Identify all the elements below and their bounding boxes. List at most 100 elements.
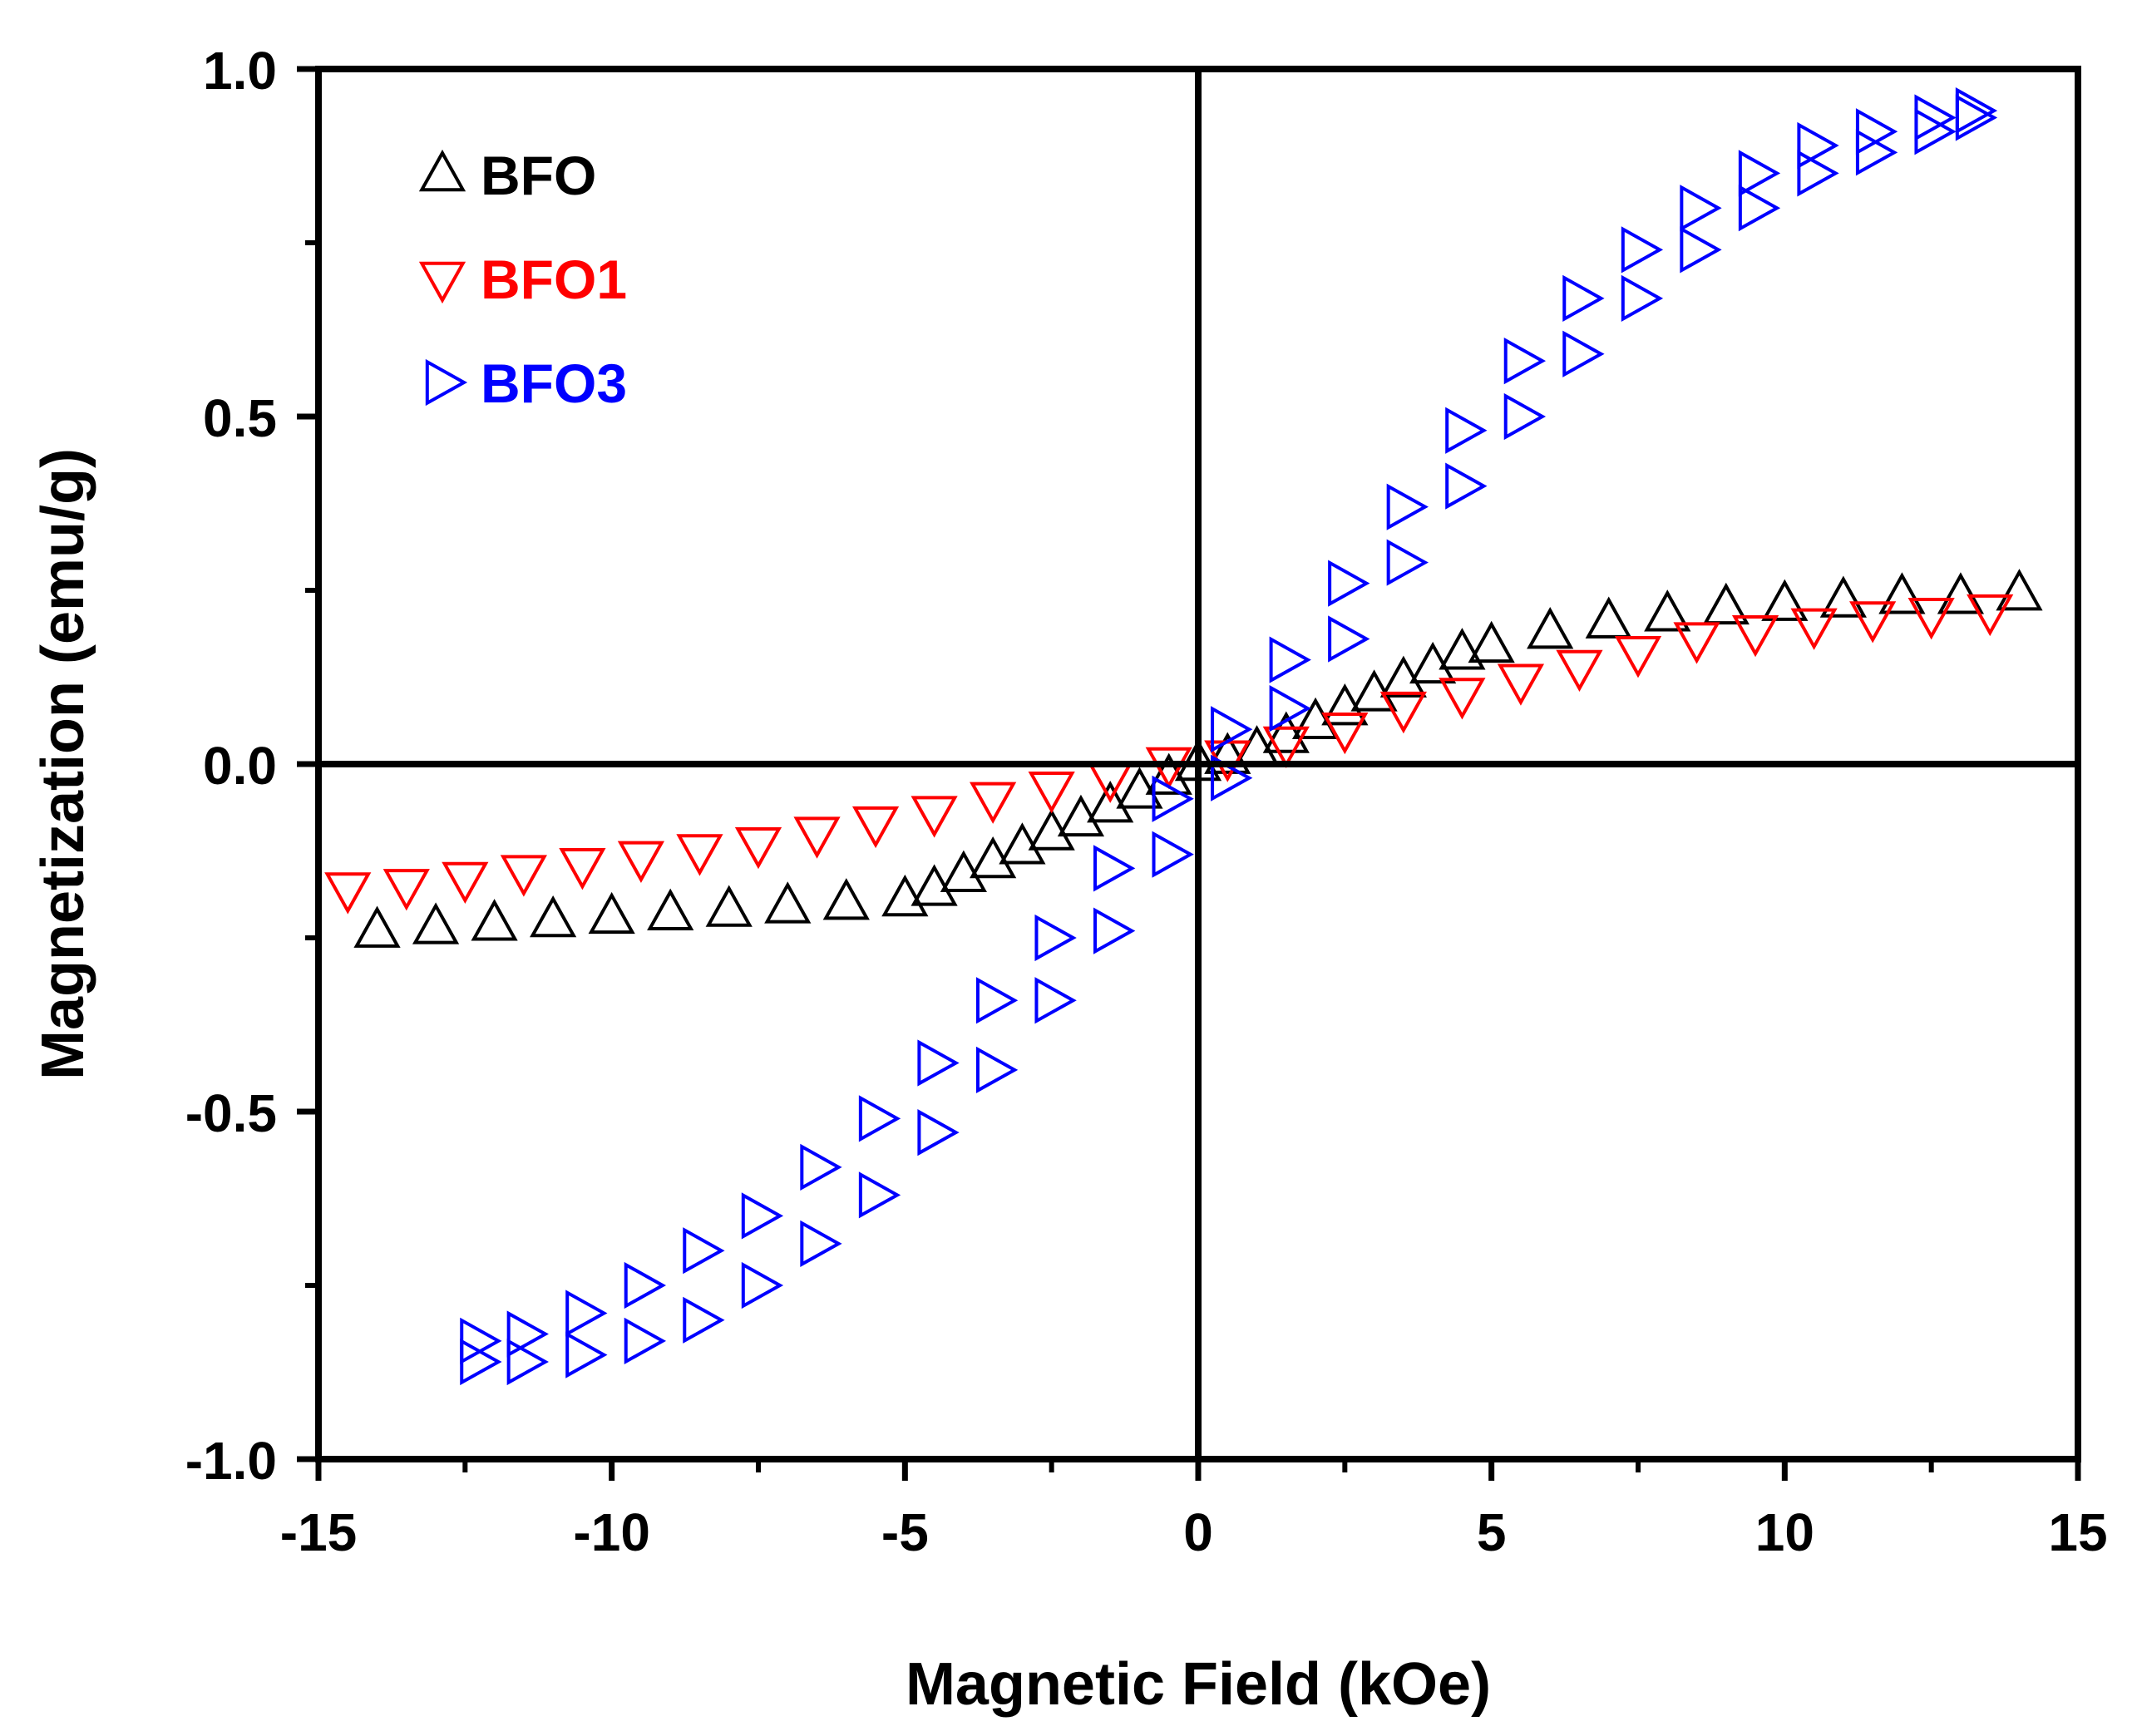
data-point-bfo1-0-2 [442,861,489,905]
legend-marker-bfo [418,149,466,192]
data-point-bfo3-0-2 [565,1290,608,1337]
legend-item-bfo: BFO [418,145,596,206]
x-tick-label: 5 [1477,1502,1507,1562]
series-bfo3 [460,87,1998,1386]
data-point-bfo-0-29 [1468,620,1515,663]
data-point-bfo3-0-14 [1269,636,1311,683]
data-point-bfo3-1-6 [800,1220,842,1267]
y-tick-label: -1.0 [185,1431,277,1491]
data-point-bfo-0-1 [412,902,460,944]
data-point-bfo-0-8 [822,878,870,920]
data-point-bfo3-1-16 [1386,539,1429,586]
y-tick-label: -0.5 [185,1083,277,1143]
data-point-bfo3-0-10 [1034,914,1077,962]
x-tick-label: 0 [1183,1502,1213,1562]
data-point-bfo3-0-20 [1621,226,1664,274]
data-point-bfo-0-4 [588,891,635,935]
data-point-bfo1-0-1 [382,869,430,911]
data-point-bfo3-0-22 [1738,150,1781,197]
axes: -15 -10 -5 0 5 10 15 -1.0 -0.5 0.0 0.5 1.0 Magnetic … [30,41,2108,1718]
legend-label-bfo3: BFO3 [481,353,627,414]
data-point-bfo-0-28 [1439,628,1486,670]
data-point-bfo3-1-20 [1621,274,1664,322]
data-point-bfo3-0-3 [624,1261,667,1309]
data-point-bfo3-1-2 [565,1331,608,1378]
data-point-bfo1-0-12 [1028,772,1075,814]
data-point-bfo3-1-21 [1680,226,1722,274]
data-point-bfo3-1-23 [1797,150,1839,197]
data-point-bfo3-0-15 [1328,560,1370,607]
data-point-bfo1-0-20 [1497,663,1545,706]
data-point-bfo1-0-10 [911,796,958,838]
data-point-bfo3-0-8 [917,1039,960,1087]
data-point-bfo-0-3 [530,895,577,938]
data-point-bfo3-1-17 [1445,462,1488,510]
data-point-bfo3-1-13 [1211,754,1253,801]
data-point-bfo3-1-0 [460,1338,502,1386]
data-point-bfo3-1-14 [1269,685,1311,732]
x-tick-label: 15 [2048,1502,2107,1562]
data-point-bfo1-0-18 [1379,691,1427,734]
data-point-bfo3-1-24 [1855,129,1898,176]
data-point-bfo3-1-3 [624,1317,667,1364]
data-point-bfo1-0-23 [1673,622,1720,664]
data-point-bfo-0-6 [705,885,753,927]
x-tick-label: -15 [280,1502,358,1562]
data-point-bfo1-0-25 [1790,608,1838,650]
legend-label-bfo: BFO [481,145,596,206]
data-point-bfo1-0-0 [324,872,372,915]
data-point-bfo1-0-21 [1556,649,1603,693]
y-axis-title: Magnetization (emu/g) [30,448,96,1080]
data-point-bfo3-1-9 [975,1046,1019,1093]
legend-label-bfo1: BFO1 [481,249,627,310]
data-point-bfo3-1-5 [741,1261,784,1309]
data-point-bfo1-0-28 [1967,594,2014,637]
data-point-bfo3-0-6 [800,1143,842,1191]
y-tick-label: 0.5 [203,388,277,448]
x-tick-label: -5 [881,1502,929,1562]
data-point-bfo-0-20 [1204,732,1251,774]
data-point-bfo1-0-22 [1614,636,1662,678]
data-point-bfo1-0-6 [676,834,723,876]
data-point-bfo3-0-11 [1093,845,1136,892]
data-point-bfo1-0-11 [970,782,1017,824]
data-point-bfo-0-9 [881,874,929,917]
data-point-bfo3-0-21 [1680,185,1722,232]
data-point-bfo3-0-7 [858,1095,901,1142]
data-point-bfo3-0-17 [1445,407,1488,454]
data-point-bfo3-1-1 [506,1338,549,1386]
data-point-bfo3-0-19 [1562,274,1605,322]
data-point-bfo-0-35 [1819,575,1867,618]
data-point-bfo1-0-26 [1849,601,1897,644]
y-tick-label: 0.0 [203,736,277,796]
data-point-bfo-0-31 [1585,596,1632,639]
data-point-bfo3-1-22 [1738,185,1781,232]
data-point-bfo1-0-17 [1321,713,1369,755]
data-point-bfo-0-0 [353,905,401,948]
data-point-bfo1-0-7 [734,826,782,870]
data-point-bfo3-0-4 [683,1227,725,1275]
data-point-bfo-0-32 [1644,589,1691,632]
legend-marker-bfo1 [418,261,466,304]
data-point-bfo3-1-18 [1503,392,1547,441]
data-point-bfo1-0-5 [617,841,665,883]
x-axis-title: Magnetic Field (kOe) [906,1651,1491,1718]
data-point-bfo3-0-9 [975,977,1019,1024]
data-point-bfo1-0-27 [1907,598,1955,640]
data-point-bfo1-0-9 [851,806,900,849]
data-point-bfo3-0-18 [1503,338,1547,385]
data-point-bfo1-0-3 [500,855,547,897]
data-point-bfo3-1-12 [1152,831,1194,878]
data-point-bfo3-1-4 [683,1296,725,1344]
data-point-bfo3-1-26 [1955,94,1998,141]
data-point-bfo3-1-10 [1034,977,1077,1024]
legend-item-bfo1: BFO1 [418,249,627,310]
data-point-bfo3-0-16 [1386,483,1429,530]
data-point-bfo1-0-4 [559,848,606,890]
legend: BFO BFO1 BFO3 [418,145,627,414]
data-point-bfo3-1-11 [1093,907,1136,954]
data-point-bfo3-1-25 [1914,108,1957,155]
